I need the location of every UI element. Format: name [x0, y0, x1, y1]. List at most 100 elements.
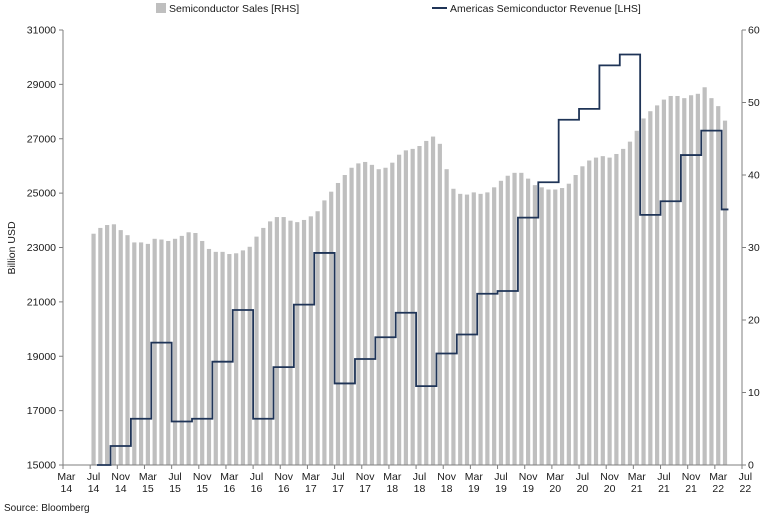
bar [159, 239, 164, 465]
x-tick-label-month: Mar [465, 471, 484, 483]
bar [105, 225, 110, 465]
bar [430, 136, 436, 465]
right-axis-ticks: 0 10 20 30 40 50 60 [742, 25, 760, 472]
x-tick-label-month: Jul [331, 471, 344, 483]
x-tick-label-month: Nov [519, 471, 538, 483]
revenue-line [96, 53, 729, 466]
bar [390, 162, 395, 465]
x-tick-label-year: 14 [88, 483, 100, 495]
x-tick-label-year: 14 [115, 483, 127, 495]
x-tick-label-month: Mar [57, 471, 76, 483]
bar [512, 172, 517, 465]
x-tick-label-year: 21 [631, 483, 643, 495]
x-tick-label-year: 17 [332, 483, 344, 495]
right-tick-label: 0 [748, 460, 754, 472]
bar [526, 178, 531, 466]
x-tick-label-month: Nov [274, 471, 293, 483]
bar [559, 188, 565, 466]
bar [614, 153, 619, 466]
bar [424, 140, 429, 465]
bar [492, 187, 497, 465]
bar [587, 160, 592, 465]
bar [335, 182, 341, 466]
legend-label-revenue: Americas Semiconductor Revenue [LHS] [450, 3, 641, 15]
bar [668, 95, 673, 465]
bar [261, 227, 266, 465]
x-tick-label-month: Nov [193, 471, 212, 483]
x-tick-label-month: Mar [139, 471, 158, 483]
bar [98, 227, 103, 465]
x-tick-label-year: 15 [196, 483, 208, 495]
bar [363, 161, 368, 465]
bar [519, 172, 524, 465]
bar [593, 157, 599, 465]
bar [315, 211, 320, 465]
bar [566, 183, 571, 465]
bar [716, 106, 721, 466]
bar [179, 235, 184, 465]
bar [655, 105, 660, 466]
bar [682, 98, 687, 466]
x-tick-label-month: Nov [356, 471, 375, 483]
bar [688, 95, 694, 465]
x-tick-label-month: Jul [576, 471, 589, 483]
bar [166, 240, 171, 465]
bar [485, 192, 490, 465]
x-tick-label-year: 20 [604, 483, 616, 495]
line-series-americas-revenue [96, 53, 729, 466]
bar [186, 232, 191, 465]
bar [675, 95, 680, 465]
bar [451, 188, 456, 465]
x-tick-label-year: 15 [142, 483, 154, 495]
bar [376, 169, 381, 465]
legend-label-sales: Semiconductor Sales [RHS] [169, 3, 299, 15]
x-tick-label-year: 17 [305, 483, 317, 495]
bar [172, 238, 178, 465]
left-tick-label: 25000 [27, 188, 56, 200]
x-tick-label-month: Jul [494, 471, 507, 483]
bar [193, 233, 198, 465]
bar [471, 192, 476, 465]
bar [709, 98, 714, 466]
bar [227, 254, 232, 465]
x-tick-label-month: Jul [739, 471, 752, 483]
right-tick-label: 10 [748, 387, 760, 399]
bar [349, 167, 354, 465]
x-tick-label-month: Jul [657, 471, 670, 483]
x-tick-label-year: 16 [224, 483, 236, 495]
x-tick-label-year: 20 [577, 483, 589, 495]
bar [356, 163, 361, 465]
x-tick-label-year: 19 [522, 483, 534, 495]
bar [254, 236, 259, 466]
bar [240, 250, 246, 465]
bar [661, 99, 667, 465]
bar [641, 118, 646, 465]
bar [403, 150, 408, 465]
right-tick-label: 40 [748, 170, 760, 182]
bar [308, 216, 313, 465]
bar [91, 233, 96, 465]
bar [145, 243, 150, 466]
bar [417, 146, 422, 465]
bar [437, 143, 442, 465]
bar [152, 238, 157, 465]
x-tick-label-year: 22 [712, 483, 724, 495]
left-tick-label: 31000 [27, 25, 56, 37]
bar [648, 111, 653, 465]
bar [132, 242, 137, 465]
bar [621, 148, 626, 465]
x-tick-label-month: Mar [709, 471, 728, 483]
x-tick-label-year: 14 [61, 483, 73, 495]
x-tick-label-month: Mar [546, 471, 565, 483]
x-tick-label-year: 16 [251, 483, 263, 495]
bar [464, 194, 470, 465]
bar [546, 189, 551, 465]
x-tick-label-month: Mar [628, 471, 647, 483]
bar [600, 156, 605, 465]
left-axis-ticks: 15000 17000 19000 21000 23000 25000 27000 29000… [27, 25, 63, 472]
bar [138, 242, 144, 465]
bar [118, 230, 123, 465]
bar-series-semiconductor-sales [91, 87, 728, 466]
x-tick-label-year: 17 [359, 483, 371, 495]
